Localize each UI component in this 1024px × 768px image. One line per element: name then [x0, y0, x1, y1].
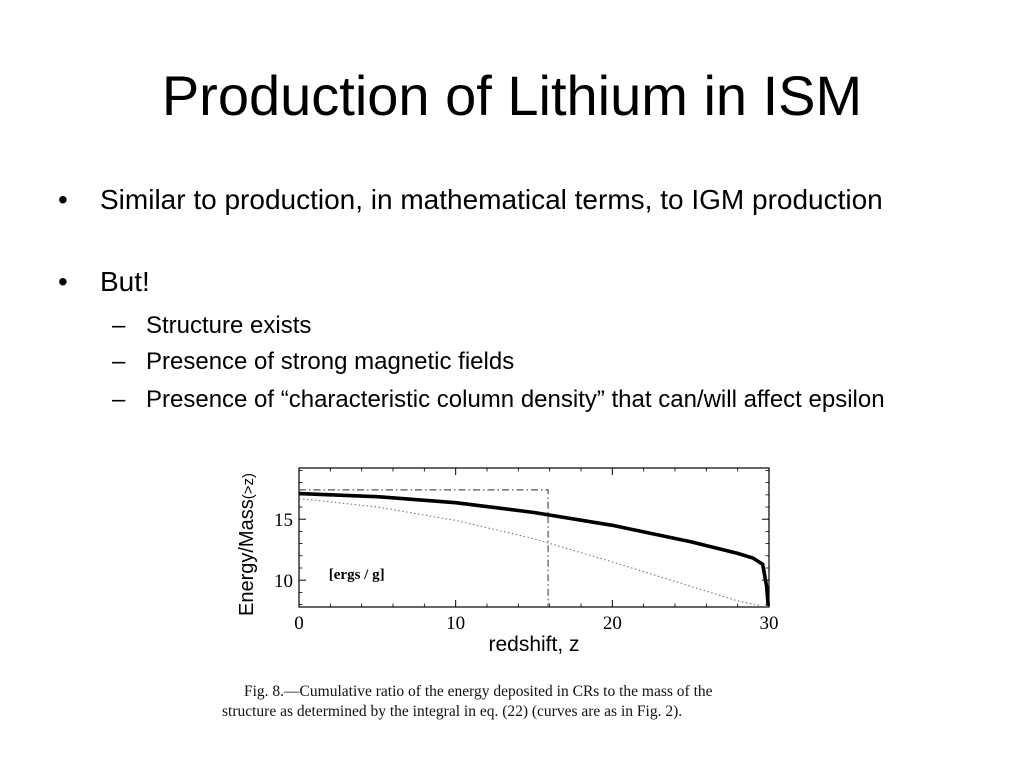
x-tick-label: 10	[446, 613, 465, 634]
y-axis-label: Energy/Mass(>z)	[236, 473, 258, 616]
sub-bullet-item: – Presence of “characteristic column den…	[112, 384, 946, 415]
bullet-item: • But!	[58, 264, 920, 300]
x-tick-label: 30	[760, 613, 779, 634]
bullet-marker: •	[58, 266, 68, 297]
sub-bullet-marker: –	[112, 386, 126, 413]
series-line-dotted	[298, 497, 762, 607]
bullet-text: Similar to production, in mathematical t…	[100, 184, 883, 215]
sub-bullet-text: Presence of strong magnetic fields	[146, 348, 515, 375]
bullet-text: But!	[100, 266, 150, 297]
x-tick-label: 20	[603, 613, 622, 634]
y-tick-label: 15	[274, 510, 293, 531]
y-axis-label-subscript: (>z)	[240, 473, 257, 499]
sub-bullet-text: Presence of “characteristic column densi…	[146, 386, 885, 413]
slide-title: Production of Lithium in ISM	[161, 64, 863, 127]
sub-bullet-item: – Presence of strong magnetic fields	[112, 346, 946, 377]
bullet-item: • Similar to production, in mathematical…	[58, 182, 920, 218]
sub-bullet-marker: –	[112, 348, 126, 375]
series-line-thick-solid	[298, 491, 770, 606]
plot-frame	[298, 467, 770, 608]
caption-line: Fig. 8.—Cumulative ratio of the energy d…	[244, 683, 713, 700]
figure-caption: Fig. 8.—Cumulative ratio of the energy d…	[222, 682, 822, 722]
sub-bullet-text: Structure exists	[146, 312, 312, 339]
units-annotation: [ergs / g]	[329, 567, 385, 583]
x-axis-label: redshift, z	[488, 633, 579, 656]
sub-bullet-item: – Structure exists	[112, 310, 946, 341]
caption-line: structure as determined by the integral …	[222, 703, 683, 720]
series-line-dashdot	[299, 489, 549, 607]
y-tick-label: 10	[274, 571, 293, 592]
bullet-marker: •	[58, 184, 68, 215]
x-tick-label: 0	[294, 613, 304, 634]
sub-bullet-marker: –	[112, 312, 126, 339]
